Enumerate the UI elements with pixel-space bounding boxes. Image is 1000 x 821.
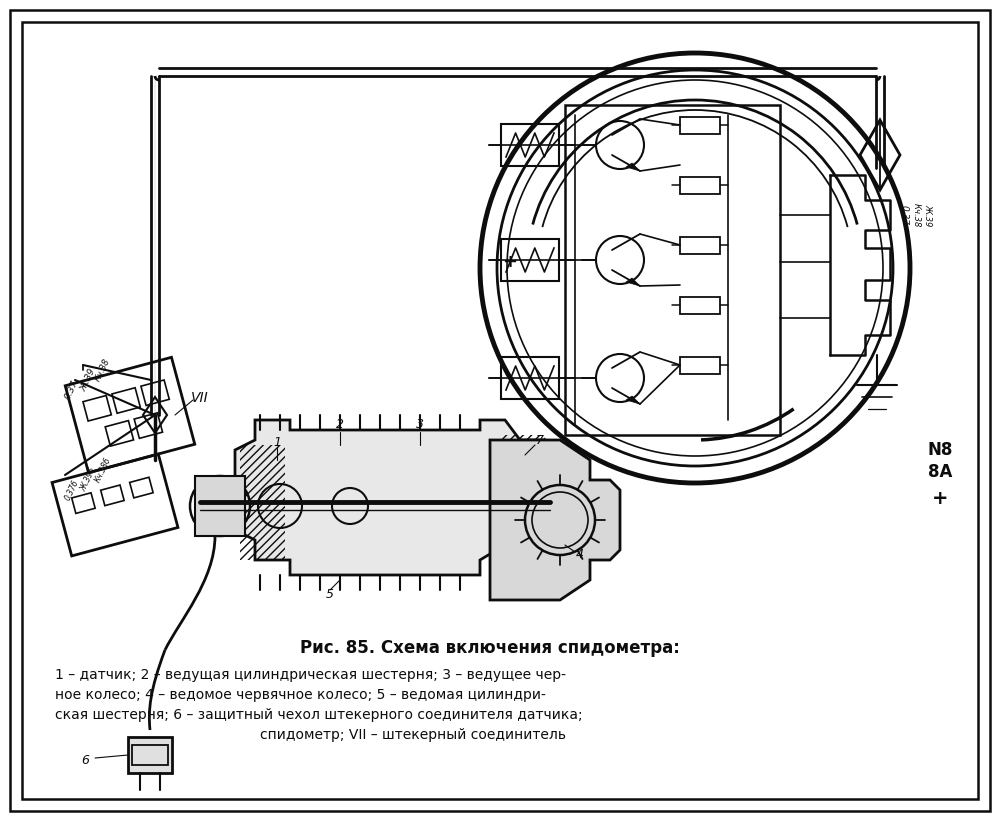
Text: 4: 4 bbox=[576, 548, 584, 562]
Text: 6: 6 bbox=[81, 754, 89, 767]
Text: 0.37: 0.37 bbox=[900, 205, 908, 225]
Text: 1: 1 bbox=[273, 435, 281, 448]
Text: 7: 7 bbox=[536, 433, 544, 447]
Text: Ж.39: Ж.39 bbox=[924, 204, 932, 227]
Text: VII: VII bbox=[191, 391, 209, 405]
Bar bbox=[680, 117, 720, 134]
Polygon shape bbox=[626, 278, 640, 286]
Text: ное колесо; 4 – ведомое червячное колесо; 5 – ведомая цилиндри-: ное колесо; 4 – ведомое червячное колесо… bbox=[55, 688, 546, 702]
Text: +: + bbox=[932, 488, 948, 507]
Text: +: + bbox=[503, 253, 518, 271]
Bar bbox=[500, 435, 545, 545]
Text: Кч.38: Кч.38 bbox=[912, 203, 920, 227]
Bar bbox=[680, 177, 720, 194]
Text: Кч.38: Кч.38 bbox=[94, 357, 112, 383]
Polygon shape bbox=[235, 420, 545, 575]
Bar bbox=[195, 476, 245, 536]
Polygon shape bbox=[626, 396, 640, 404]
Text: Ж.39: Ж.39 bbox=[79, 367, 97, 392]
Text: 2: 2 bbox=[336, 419, 344, 432]
Bar bbox=[128, 737, 172, 773]
Text: ская шестерня; 6 – защитный чехол штекерного соединителя датчика;: ская шестерня; 6 – защитный чехол штекер… bbox=[55, 708, 583, 722]
Text: Кч.38б: Кч.38б bbox=[93, 456, 113, 484]
Polygon shape bbox=[626, 163, 640, 171]
Text: Рис. 85. Схема включения спидометра:: Рис. 85. Схема включения спидометра: bbox=[300, 639, 680, 657]
Bar bbox=[501, 124, 559, 166]
Polygon shape bbox=[490, 440, 620, 600]
Bar bbox=[680, 297, 720, 314]
Bar bbox=[501, 239, 559, 281]
Text: 5: 5 bbox=[326, 589, 334, 602]
Text: спидометр; VII – штекерный соединитель: спидометр; VII – штекерный соединитель bbox=[260, 728, 566, 742]
Text: 8A: 8A bbox=[928, 463, 952, 481]
Bar bbox=[132, 745, 168, 765]
Text: N8: N8 bbox=[927, 441, 953, 459]
Bar bbox=[501, 357, 559, 399]
Text: Ж.39б: Ж.39б bbox=[79, 466, 97, 493]
Text: 1 – датчик; 2 – ведущая цилиндрическая шестерня; 3 – ведущее чер-: 1 – датчик; 2 – ведущая цилиндрическая ш… bbox=[55, 668, 566, 682]
Bar bbox=[680, 237, 720, 254]
Bar bbox=[240, 445, 285, 560]
Bar bbox=[565, 105, 780, 435]
Text: 3: 3 bbox=[416, 419, 424, 432]
Bar bbox=[680, 357, 720, 374]
Text: 0.37б: 0.37б bbox=[63, 479, 81, 502]
Text: 0.37: 0.37 bbox=[64, 379, 80, 401]
